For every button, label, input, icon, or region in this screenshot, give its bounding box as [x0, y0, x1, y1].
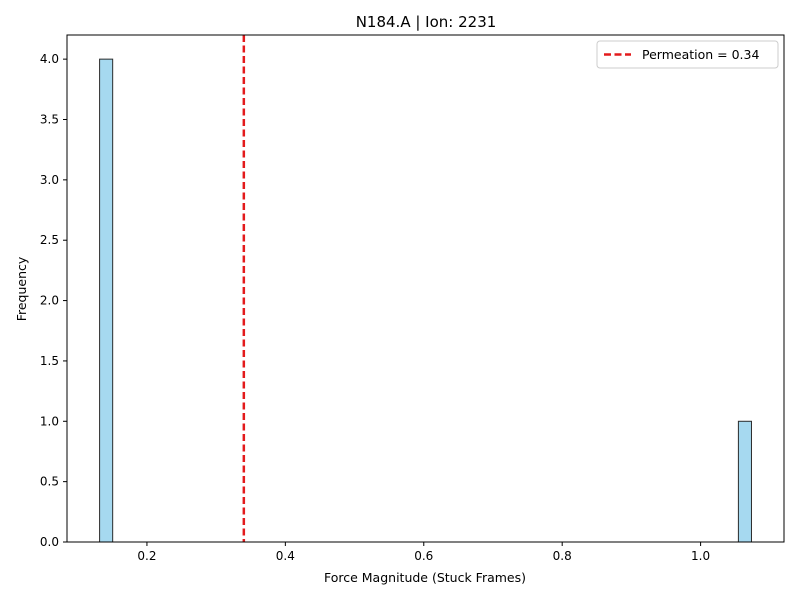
histogram-bar-2: [737, 420, 752, 543]
y-tick-label: 2.0: [40, 294, 59, 308]
y-tick-label: 0.5: [40, 475, 59, 489]
x-axis-title: Force Magnitude (Stuck Frames): [324, 570, 526, 585]
x-tick-label: 0.8: [553, 549, 572, 563]
y-axis-title: Frequency: [14, 256, 29, 321]
y-tick-label: 4.0: [40, 52, 59, 66]
y-tick-label: 3.5: [40, 113, 59, 127]
y-tick-label: 0.0: [40, 535, 59, 549]
chart-title: N184.A | Ion: 2231: [356, 13, 497, 31]
legend: Permeation = 0.34: [596, 40, 779, 69]
y-tick-label: 3.0: [40, 173, 59, 187]
x-tick-label: 0.2: [137, 549, 156, 563]
histogram-bar-1: [99, 58, 114, 543]
x-tick-label: 0.4: [276, 549, 295, 563]
x-axis: 0.2 0.4 0.6 0.8 1.0: [137, 542, 710, 563]
plot-frame: [66, 34, 785, 543]
y-tick-label: 1.0: [40, 414, 59, 428]
y-axis: 0.0 0.5 1.0 1.5 2.0 2.5 3.0 3.5 4.0: [40, 52, 67, 549]
x-tick-label: 1.0: [691, 549, 710, 563]
legend-entry-permeation: Permeation = 0.34: [642, 47, 759, 62]
y-tick-label: 2.5: [40, 233, 59, 247]
bars-group: [99, 58, 752, 543]
y-tick-label: 1.5: [40, 354, 59, 368]
x-tick-label: 0.6: [414, 549, 433, 563]
legend-box: [596, 40, 779, 69]
plot-area: [66, 34, 785, 543]
